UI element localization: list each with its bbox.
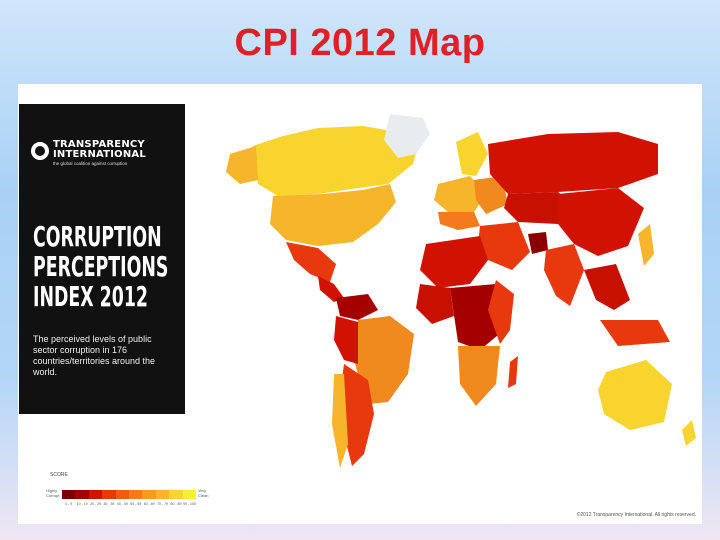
- region-western-europe: [434, 176, 486, 212]
- legend-tick-label: 0 - 9: [65, 502, 73, 506]
- region-mexico: [286, 242, 336, 282]
- legend-swatch: [102, 490, 116, 499]
- legend-swatch: [75, 490, 89, 499]
- legend-ticks: 0 - 9 10 - 19 20 - 29 30 - 39 40 - 49 50 - 59…: [62, 502, 196, 506]
- logo-line-1: TRANSPARENCY: [53, 139, 145, 150]
- score-legend: SCORE Highly Corrupt Very Clean 0 - 9 10 …: [46, 472, 216, 520]
- legend-swatch: [129, 490, 143, 499]
- legend-left-label: Highly Corrupt: [46, 488, 60, 498]
- world-map: [226, 114, 696, 468]
- region-australia: [598, 360, 672, 430]
- legend-title: SCORE: [50, 472, 68, 478]
- legend-swatch: [142, 490, 156, 499]
- globe-icon: [31, 142, 49, 160]
- heading-line-2: PERCEPTIONS: [33, 250, 169, 283]
- region-canada: [253, 126, 418, 196]
- legend-right-label: Very Clean: [198, 488, 209, 498]
- transparency-international-logo: TRANSPARENCY INTERNATIONAL the global co…: [31, 140, 146, 167]
- region-venezuela: [336, 294, 378, 320]
- region-india: [544, 244, 584, 306]
- region-scandinavia: [456, 132, 488, 176]
- region-russia: [488, 132, 658, 194]
- legend-tick-label: 80 - 89: [170, 502, 182, 506]
- index-description: The perceived levels of public sector co…: [33, 334, 156, 377]
- logo-line-2: INTERNATIONAL: [53, 149, 146, 160]
- region-central-america: [318, 276, 344, 302]
- legend-swatch: [169, 490, 183, 499]
- region-argentina: [340, 364, 374, 466]
- region-greenland: [384, 114, 430, 158]
- region-peru-bolivia: [334, 316, 358, 364]
- legend-tick-label: 90 - 100: [182, 502, 196, 506]
- index-info-panel: TRANSPARENCY INTERNATIONAL the global co…: [19, 104, 185, 414]
- legend-tick-label: 60 - 69: [143, 502, 155, 506]
- map-panel: TRANSPARENCY INTERNATIONAL the global co…: [18, 84, 702, 524]
- logo-tagline: the global coalition against corruption: [53, 161, 128, 166]
- legend-tick-label: 20 - 29: [90, 502, 101, 506]
- legend-tick-label: 10 - 19: [76, 502, 88, 506]
- region-southern-europe: [438, 212, 480, 230]
- heading-line-3: INDEX 2012: [33, 280, 149, 313]
- region-alaska: [226, 146, 258, 184]
- index-heading: CORRUPTION PERCEPTIONS INDEX 2012: [33, 220, 169, 313]
- legend-tick-label: 40 - 49: [116, 502, 128, 506]
- region-west-africa: [416, 284, 454, 324]
- region-indonesia: [600, 320, 670, 346]
- region-china: [558, 188, 644, 256]
- region-southeast-asia: [584, 264, 630, 310]
- region-east-africa: [488, 280, 514, 344]
- legend-tick-label: 50 - 59: [130, 502, 142, 506]
- legend-tick-label: 70 - 79: [157, 502, 168, 506]
- region-madagascar: [508, 356, 518, 388]
- legend-tick-label: 30 - 39: [103, 502, 115, 506]
- region-north-africa: [420, 236, 488, 288]
- slide-title: CPI 2012 Map: [234, 22, 486, 64]
- region-afghanistan: [528, 232, 548, 254]
- legend-swatch: [88, 490, 103, 499]
- legend-swatch: [182, 490, 197, 499]
- region-middle-east: [478, 222, 530, 270]
- legend-swatch: [62, 490, 76, 499]
- region-south-africa: [458, 346, 500, 406]
- copyright-notice: ©2012 Transparency International. All ri…: [576, 512, 696, 518]
- region-central-africa: [450, 284, 504, 350]
- region-chile: [332, 374, 348, 468]
- region-usa: [270, 184, 396, 246]
- legend-swatch: [155, 490, 170, 499]
- region-new-zealand: [682, 420, 696, 446]
- region-eastern-europe: [474, 176, 508, 214]
- heading-line-1: CORRUPTION: [33, 220, 162, 253]
- legend-swatch: [115, 490, 130, 499]
- legend-color-scale: [62, 490, 197, 499]
- region-japan: [638, 224, 654, 266]
